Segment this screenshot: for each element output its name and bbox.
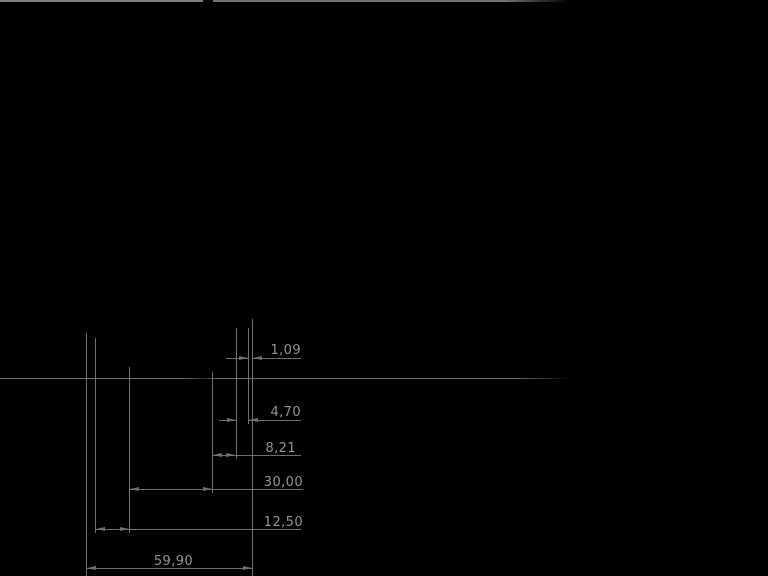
extension-line-12-50-left (95, 338, 96, 533)
arrow-left-icon (96, 527, 105, 531)
arrow-right-icon (227, 418, 236, 422)
dimension-label[interactable]: 12,50 (263, 515, 303, 530)
extension-line-30-00-right (212, 372, 213, 493)
dimension-line (253, 358, 301, 359)
dimension-line (129, 489, 303, 490)
dimension-line (212, 455, 301, 456)
extension-line-59-90-right (252, 319, 253, 576)
arrow-left-icon (130, 487, 139, 491)
extension-line-12-50-right (129, 367, 130, 533)
extension-line-4-70-right (248, 328, 249, 424)
extension-line-59-90-left (86, 333, 87, 576)
part-edge-top-left (0, 0, 203, 2)
dimension-label[interactable]: 1,09 (270, 343, 301, 358)
arrow-left-icon (87, 566, 96, 570)
part-edge-top-right (213, 0, 568, 2)
dimension-line (249, 420, 301, 421)
dimension-label[interactable]: 4,70 (270, 405, 301, 420)
arrow-right-icon (120, 527, 129, 531)
arrow-right-icon (243, 566, 252, 570)
dimension-label[interactable]: 30,00 (263, 475, 303, 490)
arrow-left-icon (213, 453, 222, 457)
arrow-right-icon (203, 487, 212, 491)
dimension-label[interactable]: 59,90 (153, 554, 194, 569)
dimension-line (86, 568, 253, 569)
dimension-line (226, 358, 248, 359)
part-edge-horizontal (0, 378, 572, 379)
extension-line-8-21-right (236, 328, 237, 459)
dimension-label[interactable]: 8,21 (265, 441, 296, 456)
arrow-right-icon (226, 453, 235, 457)
arrow-right-icon (239, 356, 248, 360)
dimension-line (95, 529, 301, 530)
